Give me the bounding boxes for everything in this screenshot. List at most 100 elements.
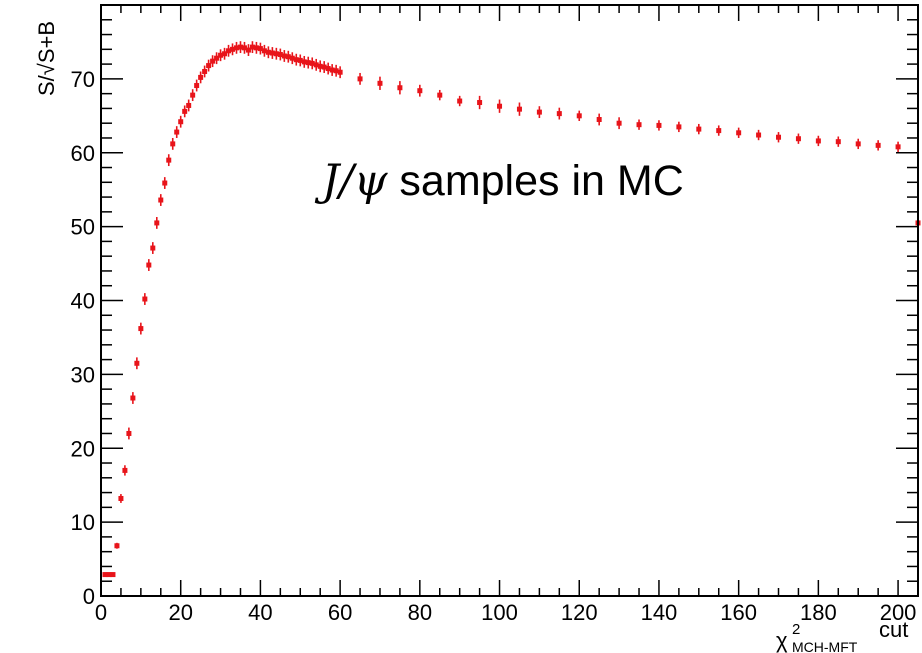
data-point — [198, 71, 204, 84]
data-point — [281, 50, 287, 62]
marker — [110, 572, 116, 578]
marker — [202, 68, 208, 74]
marker — [226, 48, 232, 54]
marker — [265, 49, 271, 55]
data-point — [178, 115, 184, 128]
data-point — [835, 136, 841, 147]
marker — [269, 50, 275, 56]
x-tick-label: 200 — [880, 600, 917, 625]
marker — [293, 57, 299, 63]
marker — [377, 80, 383, 86]
marker — [198, 74, 204, 80]
marker — [397, 85, 403, 91]
data-point — [241, 41, 247, 54]
data-point — [130, 392, 136, 404]
chart-annotation: J/ψ samples in MC — [314, 156, 684, 206]
data-point — [102, 572, 108, 578]
data-point — [437, 89, 443, 101]
data-point — [237, 41, 243, 54]
data-point — [218, 49, 224, 62]
data-point — [855, 138, 861, 150]
x-tick-label: 140 — [641, 600, 678, 625]
marker — [417, 88, 423, 94]
data-point — [118, 494, 124, 503]
marker — [138, 326, 144, 332]
data-point — [182, 105, 188, 118]
marker — [186, 102, 192, 108]
data-point — [309, 57, 315, 70]
data-point — [226, 44, 232, 57]
data-point — [142, 293, 148, 305]
data-point — [166, 154, 172, 167]
marker — [736, 130, 742, 136]
y-tick-label: 0 — [83, 584, 95, 609]
data-point — [457, 95, 463, 107]
marker — [170, 141, 176, 147]
data-point — [656, 120, 662, 131]
marker — [106, 572, 112, 578]
data-point — [616, 117, 622, 130]
marker — [214, 55, 220, 61]
data-point — [190, 89, 196, 102]
data-point — [170, 137, 176, 150]
data-point — [516, 102, 522, 116]
marker — [230, 46, 236, 52]
data-point — [174, 126, 180, 138]
data-point — [636, 119, 642, 130]
data-point — [277, 48, 283, 61]
x-tick-label: 0 — [95, 600, 107, 625]
y-tick-label: 60 — [71, 141, 95, 166]
data-point — [497, 99, 503, 113]
x-axis-label-sub: MCH-MFT — [792, 639, 858, 653]
data-point — [261, 44, 267, 57]
data-point — [257, 42, 263, 55]
marker — [329, 67, 335, 73]
data-point — [556, 107, 562, 120]
marker — [536, 109, 542, 115]
marker — [636, 122, 642, 128]
data-point — [126, 427, 132, 440]
y-tick-label: 50 — [71, 215, 95, 240]
marker — [178, 119, 184, 125]
data-point — [110, 572, 116, 578]
data-point — [325, 62, 331, 75]
marker — [576, 113, 582, 119]
x-axis-label-chi: χ — [776, 628, 788, 653]
data-point — [150, 242, 156, 254]
marker — [321, 64, 327, 70]
data-point — [285, 50, 291, 63]
data-point — [158, 194, 164, 206]
data-point — [417, 84, 423, 97]
marker — [835, 139, 841, 145]
annotation-jpsi: J/ψ — [314, 156, 389, 206]
data-point — [305, 56, 311, 69]
marker — [716, 128, 722, 134]
data-point — [696, 123, 702, 135]
data-point — [210, 55, 216, 68]
y-tick-label: 20 — [71, 436, 95, 461]
marker — [118, 495, 124, 501]
marker — [596, 117, 602, 123]
data-point — [815, 135, 821, 147]
x-axis-label-cut: cut — [879, 617, 908, 642]
marker — [261, 48, 267, 54]
data-point — [795, 133, 801, 144]
marker — [190, 92, 196, 98]
data-point — [162, 177, 168, 189]
data-point — [317, 60, 323, 73]
data-point — [293, 53, 299, 66]
annotation-text: samples in MC — [387, 157, 683, 205]
data-point — [265, 46, 271, 59]
x-axis-label: χ 2 MCH-MFT cut — [776, 617, 908, 653]
marker — [855, 141, 861, 147]
marker — [497, 103, 503, 109]
marker — [317, 63, 323, 69]
marker — [756, 132, 762, 138]
x-tick-label: 40 — [248, 600, 272, 625]
marker — [815, 138, 821, 144]
marker — [776, 134, 782, 140]
marker — [182, 108, 188, 114]
data-point — [222, 47, 228, 60]
data-point — [194, 79, 200, 92]
y-tick-label: 30 — [71, 362, 95, 387]
